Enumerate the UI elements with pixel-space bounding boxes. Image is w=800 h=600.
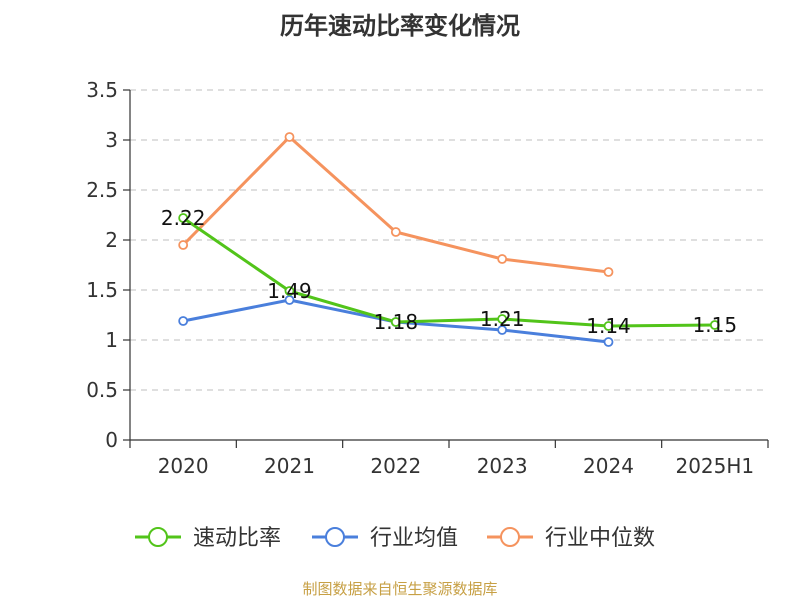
legend-marker bbox=[500, 527, 520, 547]
chart-title: 历年速动比率变化情况 bbox=[280, 12, 520, 40]
y-tick-label: 0 bbox=[105, 428, 118, 452]
x-tick-label: 2020 bbox=[158, 454, 209, 478]
data-point bbox=[709, 320, 720, 330]
y-tick-label: 2.5 bbox=[86, 178, 118, 202]
data-point bbox=[178, 240, 189, 250]
legend-marker bbox=[325, 527, 345, 547]
y-tick-label: 1 bbox=[105, 328, 118, 352]
legend-label: 行业中位数 bbox=[545, 526, 655, 551]
data-point bbox=[390, 227, 401, 237]
data-point bbox=[390, 317, 401, 327]
x-tick-label: 2025H1 bbox=[675, 454, 754, 478]
y-tick-label: 0.5 bbox=[86, 378, 118, 402]
series-line bbox=[182, 135, 609, 274]
data-point bbox=[284, 286, 295, 296]
legend-label: 行业均值 bbox=[370, 526, 458, 551]
x-tick-label: 2021 bbox=[264, 454, 315, 478]
data-point bbox=[603, 321, 614, 331]
legend-marker bbox=[148, 527, 168, 547]
data-point bbox=[497, 325, 508, 335]
data-label: 1.15 bbox=[693, 313, 738, 337]
y-tick-label: 3 bbox=[105, 128, 118, 152]
legend-label: 速动比率 bbox=[193, 526, 281, 551]
x-tick-label: 2024 bbox=[583, 454, 634, 478]
data-label: 1.14 bbox=[586, 314, 631, 338]
data-label: 1.18 bbox=[374, 310, 419, 334]
data-label: 1.49 bbox=[267, 279, 312, 303]
data-point bbox=[603, 337, 614, 347]
y-tick-label: 2 bbox=[105, 228, 118, 252]
data-label: 1.21 bbox=[480, 307, 525, 331]
series-line bbox=[182, 216, 715, 328]
data-point bbox=[497, 314, 508, 324]
data-point bbox=[603, 267, 614, 277]
y-tick-label: 3.5 bbox=[86, 78, 118, 102]
data-point bbox=[284, 295, 295, 305]
data-point bbox=[497, 254, 508, 264]
data-point bbox=[284, 132, 295, 142]
data-point bbox=[178, 316, 189, 326]
x-tick-label: 2022 bbox=[370, 454, 421, 478]
y-tick-label: 1.5 bbox=[86, 278, 118, 302]
data-source-note: 制图数据来自恒生聚源数据库 bbox=[302, 580, 498, 598]
data-label: 2.22 bbox=[161, 206, 206, 230]
data-point bbox=[178, 213, 189, 223]
x-tick-label: 2023 bbox=[477, 454, 528, 478]
